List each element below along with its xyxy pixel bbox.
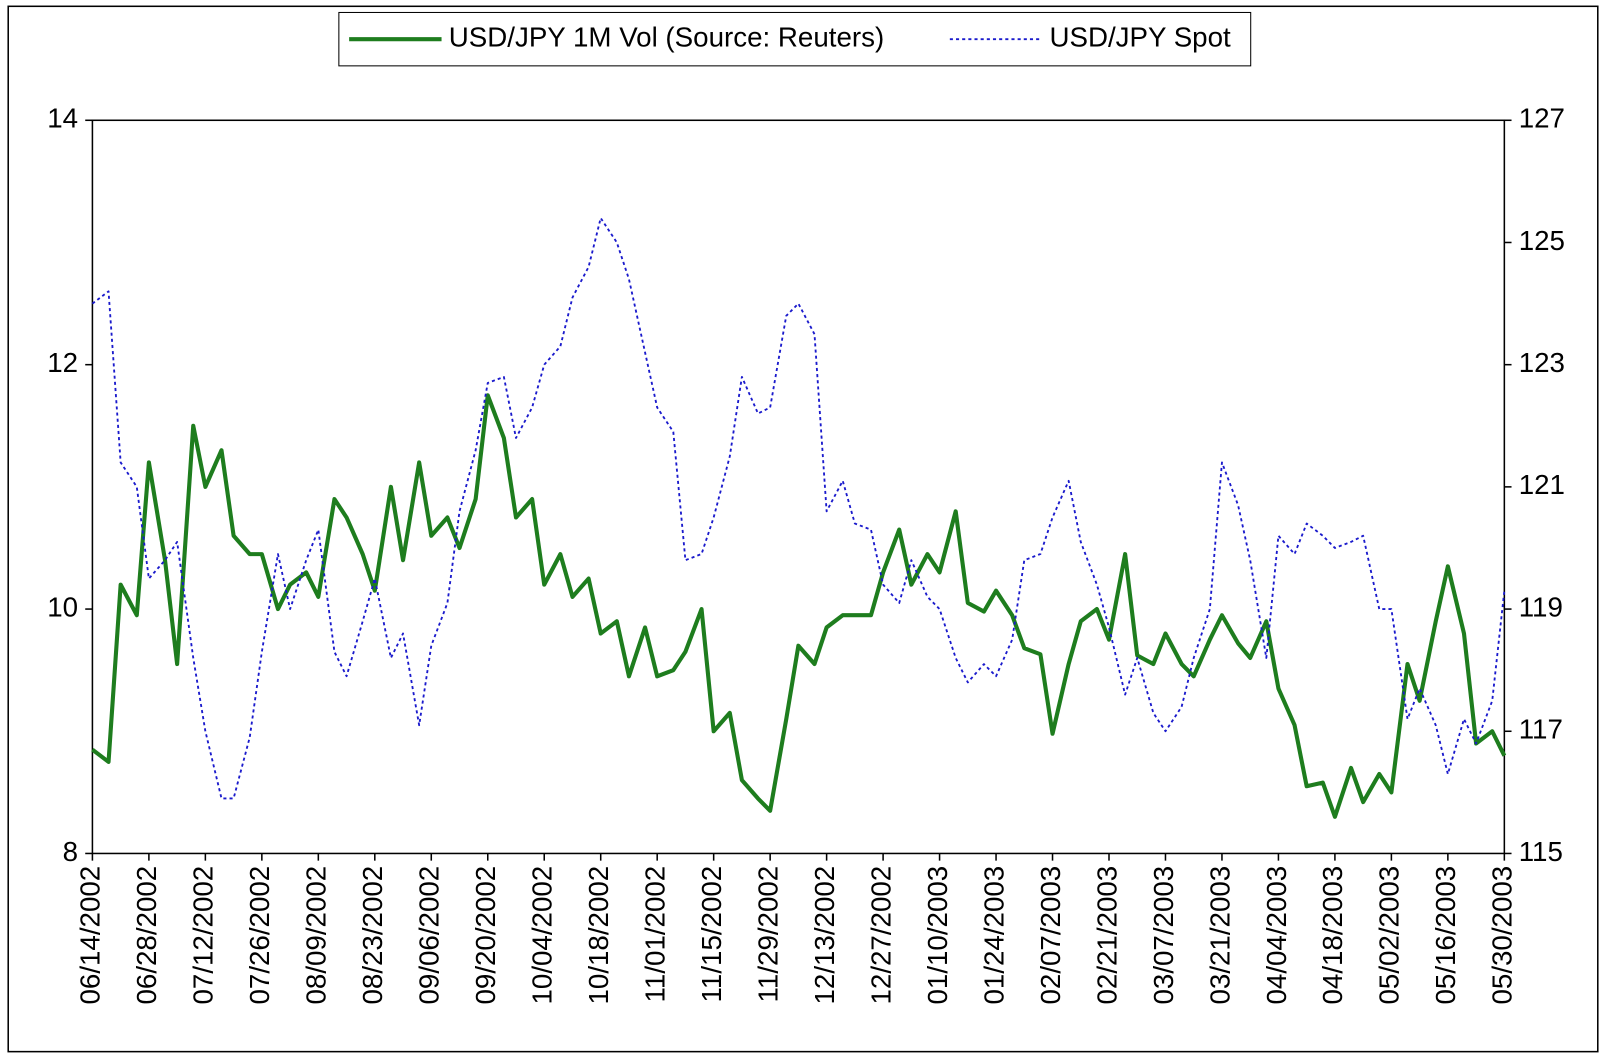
x-tick-label: 10/04/2002	[527, 866, 558, 1005]
x-tick-label: 04/18/2003	[1317, 866, 1348, 1005]
x-tick-label: 11/01/2002	[640, 866, 671, 1003]
x-tick-label: 05/30/2003	[1487, 866, 1518, 1005]
x-tick-label: 07/12/2002	[188, 866, 219, 1005]
y2-tick-label: 117	[1519, 714, 1563, 745]
x-tick-label: 08/09/2002	[301, 866, 332, 1005]
x-tick-label: 08/23/2002	[357, 866, 388, 1005]
y2-tick-label: 119	[1519, 591, 1563, 622]
x-tick-label: 03/21/2003	[1204, 866, 1235, 1005]
y-tick-label: 8	[63, 836, 78, 867]
x-tick-label: 06/28/2002	[131, 866, 162, 1005]
x-tick-label: 02/21/2003	[1091, 866, 1122, 1005]
x-tick-label: 11/29/2002	[752, 866, 783, 1003]
series-line	[91, 217, 1506, 800]
y-tick-label: 12	[47, 347, 78, 378]
chart-border	[7, 5, 1599, 1053]
x-tick-label: 12/27/2002	[865, 866, 896, 1005]
x-tick-label: 05/02/2003	[1374, 866, 1405, 1005]
x-tick-label: 07/26/2002	[244, 866, 275, 1005]
x-tick-label: 03/07/2003	[1148, 866, 1179, 1005]
y2-tick-label: 121	[1519, 469, 1565, 500]
x-tick-label: 12/13/2002	[809, 866, 840, 1005]
x-tick-label: 10/18/2002	[583, 866, 614, 1005]
x-tick-label: 04/04/2003	[1261, 866, 1292, 1005]
legend-box	[338, 11, 1252, 67]
x-tick-label: 09/06/2002	[414, 866, 445, 1005]
x-tick-label: 01/10/2003	[922, 866, 953, 1005]
x-tick-label: 09/20/2002	[470, 866, 501, 1005]
legend-label: USD/JPY Spot	[1049, 21, 1231, 52]
y-tick-label: 10	[47, 591, 78, 622]
x-tick-label: 05/16/2003	[1430, 866, 1461, 1005]
x-tick-label: 02/07/2003	[1035, 866, 1066, 1005]
y2-tick-label: 125	[1519, 225, 1565, 256]
y-tick-label: 14	[47, 103, 78, 134]
y2-tick-label: 127	[1519, 103, 1565, 134]
legend-label: USD/JPY 1M Vol (Source: Reuters)	[449, 21, 884, 52]
series-line	[91, 393, 1507, 819]
y2-tick-label: 115	[1519, 836, 1563, 867]
x-tick-label: 11/15/2002	[696, 866, 727, 1003]
y2-tick-label: 123	[1519, 347, 1565, 378]
x-tick-label: 06/14/2002	[75, 866, 106, 1005]
x-tick-label: 01/24/2003	[978, 866, 1009, 1005]
